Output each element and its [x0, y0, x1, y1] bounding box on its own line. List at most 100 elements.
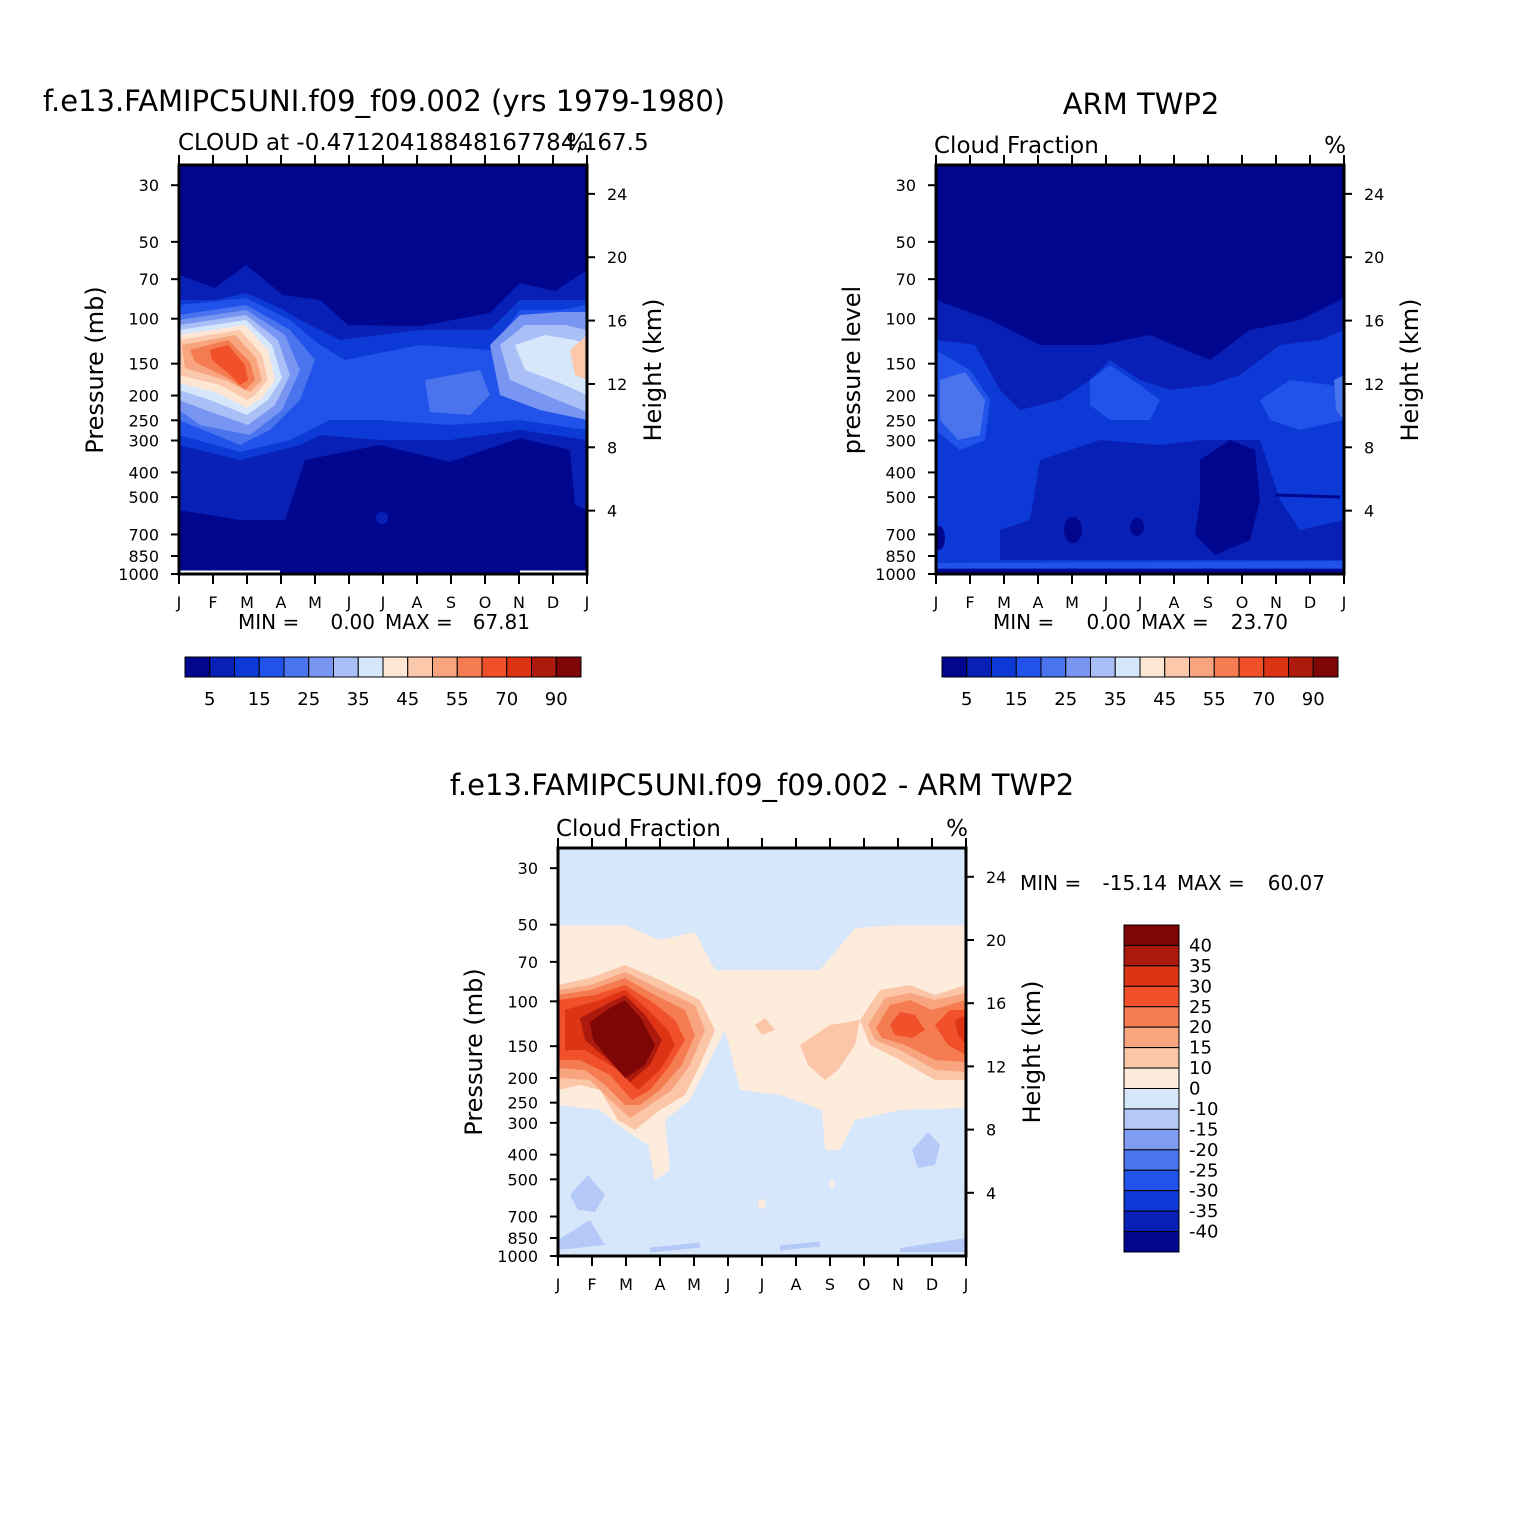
colorbar-swatch [1123, 1128, 1180, 1151]
month-tick-label: M [1065, 593, 1079, 612]
month-tick-label: M [619, 1275, 633, 1294]
colorbar-swatch [1123, 1006, 1180, 1028]
height-tick-label: 16 [607, 312, 627, 331]
panel-model-min-value: 0.00 [330, 610, 375, 634]
month-tick-label: F [965, 593, 974, 612]
colorbar-swatch [184, 656, 211, 678]
colorbar-swatch [481, 656, 508, 678]
panel-obs: ARM TWP2 Cloud Fraction % 30 50 70 100 150 20… [838, 87, 1424, 710]
colorbar-label: 35 [1104, 689, 1127, 710]
contour-diff-right-25a [890, 1012, 925, 1038]
panel-model-max-value: 67.81 [473, 610, 530, 634]
height-tick-label: 4 [986, 1184, 996, 1203]
colorbar-swatch [1065, 656, 1091, 678]
pressure-tick-label: 400 [128, 463, 159, 482]
colorbar-swatch [1123, 1190, 1180, 1212]
colorbar-swatch [1123, 944, 1180, 967]
colorbar-swatch [209, 656, 235, 678]
colorbar-swatch [1123, 1149, 1180, 1171]
height-tick-label: 20 [1364, 248, 1384, 267]
panel-model: f.e13.FAMIPC5UNI.f09_f09.002 (yrs 1979-1… [43, 84, 725, 710]
colorbar-swatch [234, 656, 260, 678]
panel-obs-left-axis-label: pressure level [838, 286, 866, 454]
contour-obs-lowA [1000, 440, 1344, 560]
contour-model-left-8 [210, 345, 248, 385]
contour-model-shaded [425, 370, 490, 415]
pressure-tick-label: 100 [507, 992, 538, 1011]
colorbar-swatch [1090, 656, 1116, 678]
month-tick-label: M [997, 593, 1011, 612]
month-tick-label: A [655, 1275, 666, 1294]
month-tick-label: D [926, 1275, 938, 1294]
pressure-tick-label: 850 [507, 1229, 538, 1248]
pressure-tick-label: 500 [885, 488, 916, 507]
month-tick-label: J [584, 593, 590, 612]
colorbar-label: 15 [1005, 689, 1028, 710]
month-tick-label: F [208, 593, 217, 612]
height-tick-label: 20 [607, 248, 627, 267]
height-tick-label: 8 [607, 438, 617, 457]
panel-model-units: % [566, 130, 588, 156]
colorbar-swatch [1123, 1026, 1180, 1049]
pressure-tick-label: 150 [128, 355, 159, 374]
colorbar-label: 55 [1203, 689, 1226, 710]
colorbar-label: 90 [1302, 689, 1325, 710]
pressure-tick-label: 150 [507, 1037, 538, 1056]
colorbar-swatch [555, 656, 582, 678]
panel-model-max-label: MAX = [385, 610, 453, 634]
pressure-tick-label: 300 [128, 432, 159, 451]
contour-diff-right-30 [955, 1015, 966, 1045]
colorbar-swatch [1164, 656, 1190, 678]
panel-model-min-label: MIN = [238, 610, 299, 634]
colorbar-swatch [531, 656, 557, 678]
colorbar-swatch [258, 656, 285, 678]
colorbar-label: -30 [1189, 1181, 1218, 1202]
month-tick-label: S [446, 593, 456, 612]
height-tick-label: 24 [607, 185, 627, 204]
colorbar-swatch [407, 656, 433, 678]
colorbar-label: 30 [1189, 976, 1212, 997]
month-tick-label: J [380, 593, 386, 612]
colorbar-swatch [333, 656, 359, 678]
pressure-tick-label: 1000 [118, 565, 159, 584]
panel-diff-subtitle: Cloud Fraction [556, 816, 721, 842]
month-tick-label: S [1203, 593, 1213, 612]
panel-model-colorbar: 5 15 25 35 45 55 70 90 [184, 656, 582, 710]
colorbar-label: 15 [248, 689, 271, 710]
colorbar-label: 70 [495, 689, 518, 710]
panel-model-left-axis-label: Pressure (mb) [81, 286, 109, 453]
month-tick-label: J [1341, 593, 1347, 612]
pressure-tick-label: 250 [128, 411, 159, 430]
panel-model-title: f.e13.FAMIPC5UNI.f09_f09.002 (yrs 1979-1… [43, 84, 725, 118]
pressure-tick-label: 70 [896, 270, 916, 289]
contour-diff-neg-4 [900, 1238, 966, 1252]
colorbar-swatch [1139, 656, 1166, 678]
panel-diff-max-value: 60.07 [1268, 871, 1325, 895]
colorbar-swatch [1213, 656, 1240, 678]
colorbar-label: 5 [961, 689, 972, 710]
panel-obs-stats: MIN = 0.00 MAX = 23.70 [993, 610, 1288, 634]
colorbar-swatch [1015, 656, 1042, 678]
month-tick-label: M [308, 593, 322, 612]
height-tick-label: 24 [986, 868, 1006, 887]
colorbar-swatch [1123, 965, 1180, 987]
colorbar-swatch [308, 656, 334, 678]
colorbar-label: -25 [1189, 1160, 1218, 1181]
colorbar-swatch [1238, 656, 1265, 678]
height-tick-label: 16 [1364, 312, 1384, 331]
colorbar-label: 35 [1189, 956, 1212, 977]
colorbar-swatch [1123, 1067, 1180, 1089]
month-tick-label: J [1103, 593, 1109, 612]
colorbar-swatch [1312, 656, 1339, 678]
colorbar-swatch [1189, 656, 1215, 678]
month-tick-label: A [1033, 593, 1044, 612]
colorbar-swatch [1123, 985, 1180, 1008]
panel-diff-left-axis-label: Pressure (mb) [460, 968, 488, 1135]
panel-diff-right-axis-label: Height (km) [1018, 981, 1046, 1124]
month-tick-label: D [1304, 593, 1316, 612]
month-tick-label: J [1137, 593, 1143, 612]
